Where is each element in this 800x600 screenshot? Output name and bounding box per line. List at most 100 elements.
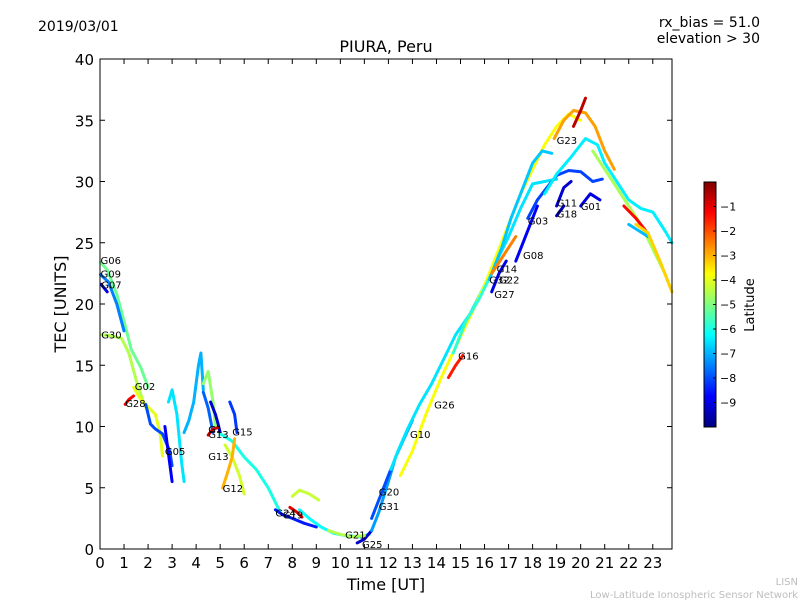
series-g07 [99, 282, 109, 294]
series-g24 [288, 505, 304, 519]
x-tick-label: 5 [215, 554, 225, 572]
x-tick-label: 14 [427, 554, 446, 572]
series-g14 [487, 149, 554, 281]
series-g28 [123, 394, 136, 406]
x-tick-label: 4 [191, 554, 201, 572]
series-layer [99, 96, 674, 545]
satellite-label: G28 [125, 399, 145, 410]
satellite-label: G07 [101, 280, 121, 291]
series-gx2 [627, 222, 650, 239]
series-g09 [99, 273, 126, 333]
series-g22 [490, 235, 518, 275]
series-g03 [526, 169, 604, 220]
satellite-label: G31 [379, 502, 399, 513]
series-g13 [201, 390, 215, 435]
series-g16b [451, 271, 494, 355]
satellite-label: G30 [101, 331, 121, 342]
series-g12 [221, 437, 237, 490]
y-tick-label: 20 [75, 296, 94, 314]
colorbar-tick-label: −3 [720, 250, 736, 263]
x-tick-label: 8 [287, 554, 297, 572]
series-g18 [555, 204, 566, 218]
elevation-label: elevation > 30 [657, 31, 760, 47]
colorbar-tick-label: −5 [720, 299, 736, 312]
series-g23 [552, 109, 616, 171]
series-g31 [370, 467, 393, 520]
satellite-label: G21 [345, 530, 365, 541]
watermark-network: Low-Latitude Ionospheric Sensor Network [590, 590, 798, 600]
satellite-label: G15 [232, 427, 252, 438]
series-g03b [543, 137, 674, 245]
y-axis-label: TEC [UNITS] [51, 256, 70, 354]
date-label: 2019/03/01 [38, 19, 119, 35]
satellite-label: G13 [208, 452, 228, 463]
series-g16 [447, 353, 465, 379]
satellite-label: G1 [208, 425, 222, 436]
x-tick-label: 18 [523, 554, 542, 572]
plot-area [100, 59, 672, 549]
satellite-label: G06 [101, 256, 121, 267]
series-g26 [398, 112, 583, 477]
series-g01 [579, 192, 602, 208]
y-tick-label: 15 [75, 357, 94, 375]
satellite-label: G16 [458, 351, 478, 362]
satellite-label: G05 [165, 447, 185, 458]
y-tick-label: 35 [75, 112, 94, 130]
series-g25 [355, 529, 374, 545]
colorbar-tick-label: −6 [720, 323, 736, 336]
x-tick-label: 20 [571, 554, 590, 572]
colorbar-tick-label: −7 [720, 348, 736, 361]
x-tick-label: 22 [619, 554, 638, 572]
axis-tick-layer: 0 1 2 3 4 5 6 7 8 9 10 11 12 13 14 15 16 17 18 19 20 21 22 2305… [75, 51, 672, 572]
series-g21b [326, 529, 366, 539]
series-gx1 [622, 204, 648, 232]
colorbar-label: Latitude [743, 278, 758, 332]
satellite-label: G10 [410, 430, 430, 441]
x-tick-label: 15 [451, 554, 470, 572]
satellite-label: G18 [557, 209, 577, 220]
chart-title: PIURA, Peru [339, 37, 432, 56]
series-g05c [182, 351, 205, 435]
satellite-label: G11 [557, 198, 577, 209]
x-tick-label: 13 [403, 554, 422, 572]
colorbar-tick-label: −9 [720, 397, 736, 410]
satellite-label: G01 [581, 202, 601, 213]
series-g19b [290, 488, 321, 502]
x-tick-label: 1 [119, 554, 129, 572]
x-tick-label: 12 [379, 554, 398, 572]
series-gx3 [634, 222, 674, 294]
y-tick-label: 30 [75, 174, 94, 192]
x-tick-label: 23 [643, 554, 662, 572]
colorbar-tick-layer: −1 −2 −3 −4 −5 −6 −7 −8 −9 [713, 201, 736, 410]
series-g05 [163, 425, 174, 484]
satellite-label: G19 [283, 511, 303, 522]
y-tick-label: 5 [84, 480, 94, 498]
satellite-label: G27 [494, 290, 514, 301]
x-tick-label: 0 [95, 554, 105, 572]
satellite-label: G22 [499, 276, 519, 287]
satellite-label: G08 [523, 251, 543, 262]
rx-bias-label: rx_bias = 51.0 [659, 15, 760, 31]
satellite-label: G03 [528, 217, 548, 228]
x-tick-label: 10 [331, 554, 350, 572]
series-g02 [132, 385, 164, 458]
colorbar-tick-label: −1 [720, 201, 736, 214]
x-tick-label: 17 [499, 554, 518, 572]
x-tick-label: 3 [167, 554, 177, 572]
x-tick-label: 19 [547, 554, 566, 572]
series-g23b [572, 96, 587, 128]
series-g11 [555, 180, 573, 208]
colorbar-tick-label: −4 [720, 274, 736, 287]
series-g06 [99, 260, 150, 389]
satellite-label: G26 [434, 400, 454, 411]
x-axis-label: Time [UT] [346, 575, 425, 594]
satellite-label: G02 [135, 382, 155, 393]
x-tick-label: 2 [143, 554, 153, 572]
colorbar-tick-label: −2 [720, 225, 736, 238]
x-tick-label: 9 [312, 554, 322, 572]
satellite-label: G20 [379, 487, 399, 498]
satellite-label-layer: G06G09G07G30G02G28G05G1G13G13G15G12G24G1… [101, 136, 602, 551]
series-g05b [167, 388, 186, 484]
satellite-label: G32 [489, 276, 509, 287]
